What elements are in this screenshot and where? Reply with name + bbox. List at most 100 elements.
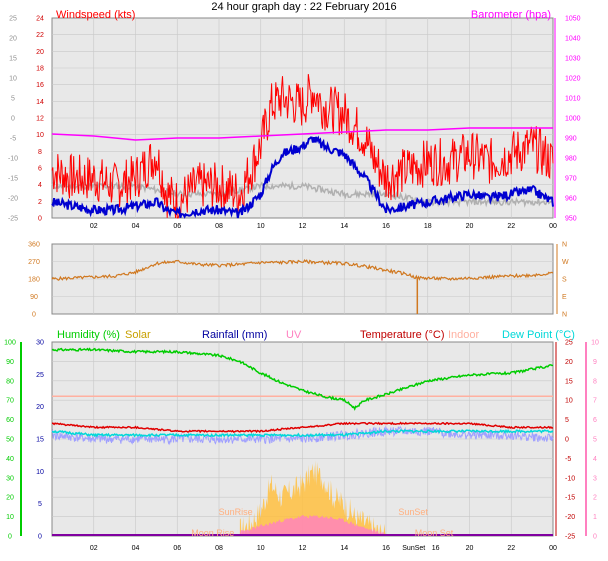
outer-left-tick-label: -25 (8, 216, 18, 223)
uv-tick-label: 7 (593, 398, 597, 405)
temperature-x-tick-label: 20 (466, 545, 474, 552)
windspeed-tick-label: 24 (36, 16, 44, 23)
chart-title: 24 hour graph day : 22 February 2016 (211, 1, 396, 13)
rainfall-tick-label: 25 (36, 372, 44, 379)
humidity-tick-label: 70 (6, 398, 14, 405)
wind-x-tick-label: 04 (132, 223, 140, 230)
uv-tick-label: 9 (593, 359, 597, 366)
temperature-x-tick-label: 06 (173, 545, 181, 552)
temperature-axis-label: Temperature (°C) (360, 329, 444, 341)
wind-gust-series-line (51, 74, 554, 219)
humidity-tick-label: 50 (6, 437, 14, 444)
windspeed-tick-label: 10 (36, 132, 44, 139)
outer-left-tick-label: -5 (10, 136, 16, 143)
wind-direction-series-line (51, 258, 554, 282)
uv-tick-label: 10 (591, 340, 599, 347)
barometer-tick-label: 1030 (565, 56, 581, 63)
rainfall-tick-label: 15 (36, 437, 44, 444)
direction-compass-tick-label: N (562, 312, 567, 319)
temperature-x-tick-label: 16 (382, 545, 390, 552)
temperature-x-tick-label: 14 (340, 545, 348, 552)
humidity-tick-label: 10 (6, 514, 14, 521)
outer-left-tick-label: -10 (8, 156, 18, 163)
direction-degree-tick-label: 180 (28, 277, 40, 284)
humidity-tick-label: 60 (6, 417, 14, 424)
temperature-tick-label: 0 (565, 437, 569, 444)
outer-left-tick-label: -20 (8, 196, 18, 203)
humidity-tick-label: 40 (6, 456, 14, 463)
solar-series-area (239, 460, 386, 536)
barometer-tick-label: 980 (565, 156, 577, 163)
indoor-axis-label: Indoor (448, 329, 480, 341)
rainfall-tick-label: 5 (38, 501, 42, 508)
outer-left-tick-label: 25 (9, 16, 17, 23)
outer-left-tick-label: 0 (11, 116, 15, 123)
uv-tick-label: 6 (593, 417, 597, 424)
uv-tick-label: 8 (593, 378, 597, 385)
uv-tick-label: 5 (593, 437, 597, 444)
wind-x-tick-label: 02 (90, 223, 98, 230)
temperature-tick-label: -10 (565, 475, 575, 482)
wind-x-tick-label: 10 (257, 223, 265, 230)
windspeed-tick-label: 14 (36, 99, 44, 106)
moonset-annotation: Moon Set (415, 528, 454, 538)
windspeed-tick-label: 12 (36, 116, 44, 123)
outer-left-tick-label: -15 (8, 176, 18, 183)
windspeed-tick-label: 8 (38, 149, 42, 156)
rainfall-axis-label: Rainfall (mm) (202, 329, 267, 341)
windspeed-tick-label: 0 (38, 216, 42, 223)
temperature-x-tick-label: 08 (215, 545, 223, 552)
barometer-tick-label: 990 (565, 136, 577, 143)
direction-compass-tick-label: S (562, 277, 567, 284)
uv-tick-label: 0 (593, 534, 597, 541)
temperature-x-tick-label: 00 (549, 545, 557, 552)
windspeed-axis-label: Windspeed (kts) (56, 9, 135, 21)
sunset-x-label: SunSet (402, 545, 425, 552)
wind-x-tick-label: 16 (382, 223, 390, 230)
rainfall-tick-label: 0 (38, 534, 42, 541)
humidity-tick-label: 90 (6, 359, 14, 366)
wind-x-tick-label: 20 (466, 223, 474, 230)
uv-tick-label: 1 (593, 514, 597, 521)
humidity-tick-label: 100 (4, 340, 16, 347)
wind-x-tick-label: 22 (507, 223, 515, 230)
barometer-tick-label: 1010 (565, 96, 581, 103)
windspeed-tick-label: 4 (38, 182, 42, 189)
rainfall-tick-label: 20 (36, 404, 44, 411)
temperature-tick-label: -20 (565, 514, 575, 521)
rainfall-tick-label: 10 (36, 469, 44, 476)
dew-point-series-line (51, 428, 554, 438)
temperature-x-tick-label: 02 (90, 545, 98, 552)
direction-compass-tick-label: W (562, 259, 569, 266)
temperature-x-tick-label: 10 (257, 545, 265, 552)
barometer-tick-label: 1000 (565, 116, 581, 123)
outer-left-tick-label: 10 (9, 76, 17, 83)
humidity-series-line (51, 347, 554, 411)
solar-axis-label: Solar (125, 329, 151, 341)
humidity-tick-label: 20 (6, 495, 14, 502)
direction-degree-tick-label: 90 (30, 294, 38, 301)
wind-x-tick-label: 06 (173, 223, 181, 230)
barometer-series-line (51, 127, 553, 141)
direction-degree-tick-label: 360 (28, 242, 40, 249)
windspeed-tick-label: 6 (38, 166, 42, 173)
barometer-tick-label: 970 (565, 176, 577, 183)
barometer-tick-label: 1040 (565, 36, 581, 43)
direction-compass-tick-label: N (562, 242, 567, 249)
temperature-series-line (52, 421, 554, 434)
direction-compass-tick-label: E (562, 294, 567, 301)
windspeed-tick-label: 16 (36, 82, 44, 89)
temperature-tick-label: 15 (565, 378, 573, 385)
temperature-x-tick-label: 16 (432, 545, 440, 552)
uv-axis-label: UV (286, 329, 302, 341)
temperature-x-tick-label: 22 (507, 545, 515, 552)
windspeed-tick-label: 18 (36, 66, 44, 73)
wind-x-tick-label: 18 (424, 223, 432, 230)
dew-point-axis-label: Dew Point (°C) (502, 329, 575, 341)
temperature-tick-label: 25 (565, 340, 573, 347)
windspeed-tick-label: 20 (36, 49, 44, 56)
uv-tick-label: 2 (593, 495, 597, 502)
direction-degree-tick-label: 0 (32, 312, 36, 319)
uv-tick-label: 4 (593, 456, 597, 463)
